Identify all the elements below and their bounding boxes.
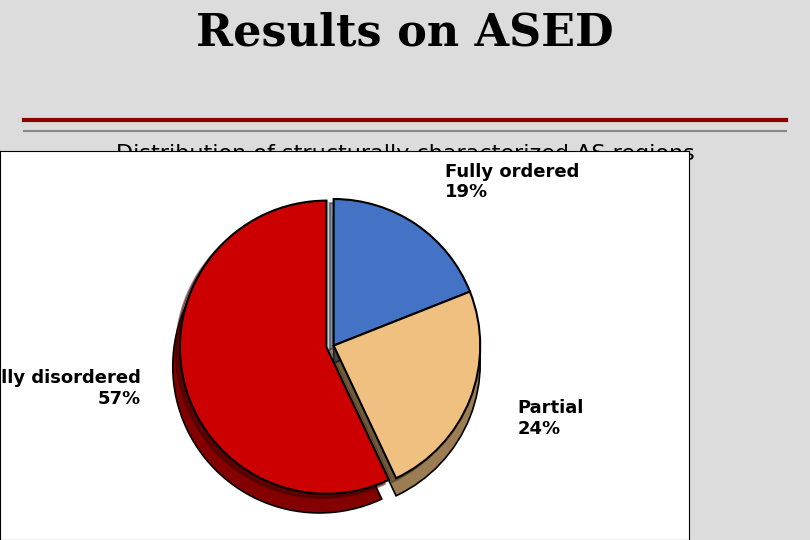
Wedge shape	[334, 309, 480, 496]
Text: Fully ordered
19%: Fully ordered 19%	[445, 163, 579, 201]
Wedge shape	[334, 199, 470, 346]
Wedge shape	[334, 292, 480, 478]
Text: Results on ASED: Results on ASED	[196, 12, 614, 55]
Text: Fully disordered
57%: Fully disordered 57%	[0, 369, 141, 408]
Text: Distribution of structurally characterized AS regions: Distribution of structurally characteriz…	[116, 144, 694, 164]
Wedge shape	[173, 220, 382, 513]
Wedge shape	[334, 217, 470, 363]
Text: Partial
24%: Partial 24%	[518, 399, 584, 438]
Wedge shape	[180, 201, 389, 494]
